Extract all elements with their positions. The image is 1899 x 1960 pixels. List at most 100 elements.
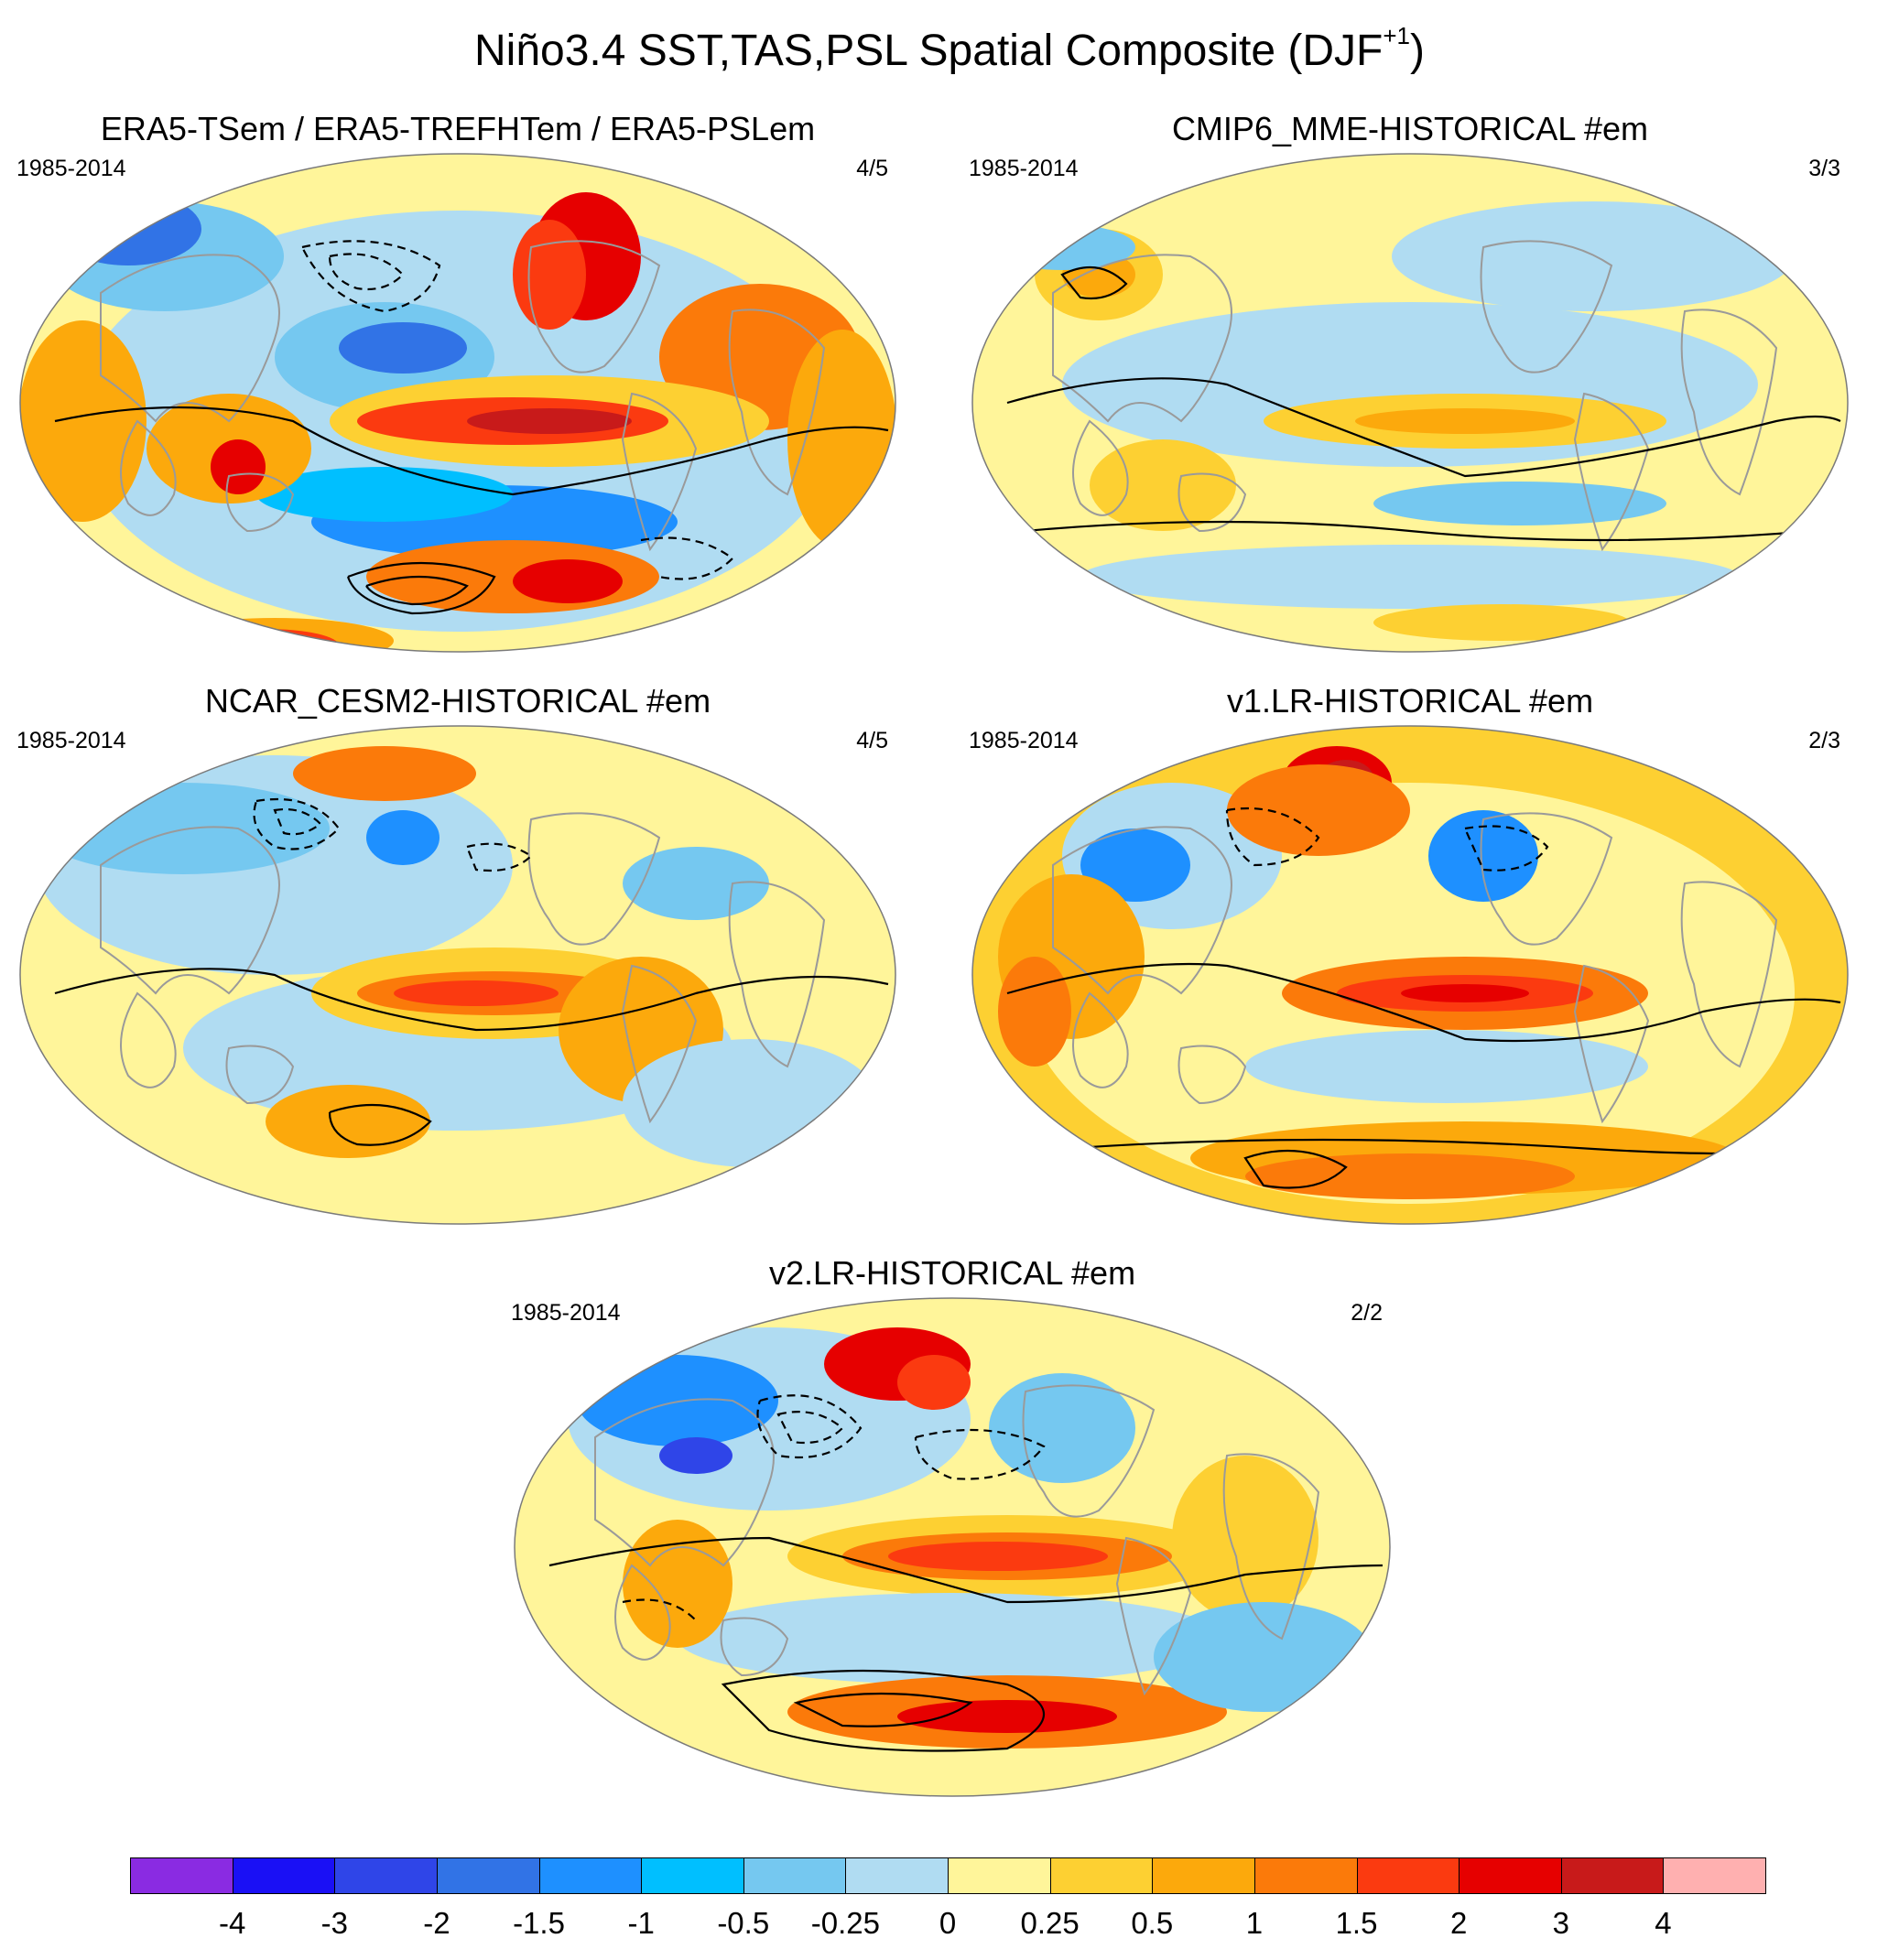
- colorbar-swatch: [845, 1857, 949, 1894]
- psl-contour-negative: [914, 1428, 1046, 1480]
- anomaly-region: [897, 1355, 971, 1410]
- psl-contour-negative: [328, 253, 405, 291]
- psl-contour-positive: [1006, 377, 1841, 478]
- psl-contour-positive: [346, 561, 496, 615]
- psl-contour-negative: [776, 1411, 844, 1445]
- anomaly-region: [1401, 984, 1529, 1002]
- psl-contour-positive: [365, 575, 469, 606]
- anomaly-region: [1090, 439, 1236, 531]
- coastline: [1480, 240, 1613, 374]
- anomaly-region: [1227, 764, 1410, 856]
- anomaly-region: [1245, 1030, 1648, 1103]
- map-border: [19, 725, 896, 1225]
- psl-contour-positive: [721, 1669, 1046, 1752]
- coastline: [728, 309, 826, 496]
- colorbar-tick-label: 3: [1552, 1906, 1569, 1940]
- figure-title-close: ): [1410, 27, 1426, 75]
- colorbar-tick-label: 2: [1449, 1906, 1468, 1940]
- psl-contour-negative: [1225, 807, 1320, 867]
- anomaly-region: [20, 320, 146, 522]
- world-map: [971, 153, 1849, 653]
- figure-title: Niño3.4 SST,TAS,PSL Spatial Composite (D…: [0, 22, 1899, 76]
- coastline: [594, 1398, 775, 1567]
- anomaly-region: [787, 330, 895, 549]
- coastline: [120, 991, 177, 1088]
- anomaly-region: [513, 220, 586, 330]
- panel-period: 1985-2014: [16, 156, 126, 181]
- figure-title-superscript: +1: [1383, 22, 1411, 49]
- colorbar-tick-label: -1.5: [513, 1906, 565, 1940]
- psl-contour-negative: [253, 797, 341, 850]
- anomaly-region: [623, 847, 769, 920]
- anomaly-region: [256, 467, 513, 522]
- colorbar-tick-label: 0: [939, 1906, 957, 1940]
- coastline: [225, 472, 295, 533]
- coastline: [728, 881, 826, 1068]
- coastline: [527, 812, 661, 946]
- coastline: [225, 1045, 295, 1105]
- anomaly-region: [659, 1437, 732, 1474]
- psl-contour-positive: [793, 1692, 973, 1727]
- panel-member-count: 2/2: [1351, 1300, 1383, 1326]
- colorbar-swatch: [1356, 1857, 1460, 1894]
- anomaly-region: [339, 322, 467, 374]
- psl-contour-positive: [1060, 265, 1128, 300]
- psl-contour-negative: [465, 842, 533, 872]
- psl-contour-negative: [622, 1598, 697, 1621]
- colorbar-swatch: [436, 1857, 540, 1894]
- anomaly-region: [1154, 1602, 1373, 1712]
- coastline: [720, 1617, 789, 1677]
- colorbar-swatch: [1459, 1857, 1562, 1894]
- world-map: [19, 725, 896, 1225]
- anomaly-region: [989, 1373, 1135, 1483]
- psl-contour-positive: [328, 1103, 432, 1146]
- colorbar-tick-label: 4: [1655, 1906, 1672, 1940]
- coastline: [1072, 419, 1129, 516]
- psl-contour-negative: [273, 807, 322, 836]
- anomaly-region: [1428, 810, 1538, 902]
- anomaly-region: [1392, 201, 1795, 311]
- anomaly-region: [623, 1520, 732, 1648]
- anomaly-region: [1355, 408, 1575, 434]
- coastline: [1222, 1453, 1320, 1641]
- psl-contour-positive: [1243, 1149, 1348, 1189]
- anomaly-region: [394, 980, 559, 1006]
- map-panel-1: ERA5-TSem / ERA5-TREFHTem / ERA5-PSLem 19…: [0, 110, 916, 668]
- colorbar-swatch: [743, 1857, 847, 1894]
- coastline: [1072, 991, 1129, 1088]
- colorbar-tick-label: 1: [1245, 1906, 1264, 1940]
- colorbar-tick-label: -1: [627, 1906, 655, 1940]
- world-map: [971, 725, 1849, 1225]
- panel-period: 1985-2014: [969, 156, 1079, 181]
- anomaly-region: [1080, 828, 1190, 902]
- coastline: [100, 826, 280, 995]
- colorbar-tick-label: 1.5: [1335, 1906, 1378, 1940]
- psl-contour-positive: [1006, 962, 1841, 1043]
- anomaly-region: [897, 1700, 1117, 1733]
- anomaly-region: [266, 1085, 430, 1158]
- coastline: [120, 419, 177, 516]
- coastline: [614, 1564, 671, 1661]
- psl-contour-negative: [756, 1394, 863, 1459]
- coastline: [1177, 472, 1247, 533]
- psl-contour-negative: [1463, 825, 1549, 872]
- coastline: [1052, 826, 1232, 995]
- anomaly-region: [366, 810, 439, 865]
- psl-contour-positive: [54, 406, 889, 496]
- colorbar-swatch: [1253, 1857, 1358, 1894]
- colorbar-tick-label: -0.25: [810, 1906, 880, 1940]
- map-border: [514, 1297, 1391, 1797]
- colorbar-tick-label: -4: [218, 1906, 246, 1940]
- coastline: [527, 240, 661, 374]
- colorbar-swatch: [1560, 1857, 1665, 1894]
- panel-member-count: 2/3: [1808, 728, 1840, 753]
- anomaly-region: [888, 1542, 1108, 1571]
- coastline: [1022, 1384, 1156, 1518]
- map-panel-3: NCAR_CESM2-HISTORICAL #em 1985-2014 4/5: [0, 682, 916, 1240]
- anomaly-region: [998, 957, 1071, 1067]
- panel-title: v1.LR-HISTORICAL #em: [1226, 682, 1594, 720]
- colorbar-swatch: [641, 1857, 744, 1894]
- colorbar-tick-label: -2: [423, 1906, 450, 1940]
- colorbar-swatch: [1663, 1857, 1766, 1894]
- panel-member-count: 3/3: [1808, 156, 1840, 181]
